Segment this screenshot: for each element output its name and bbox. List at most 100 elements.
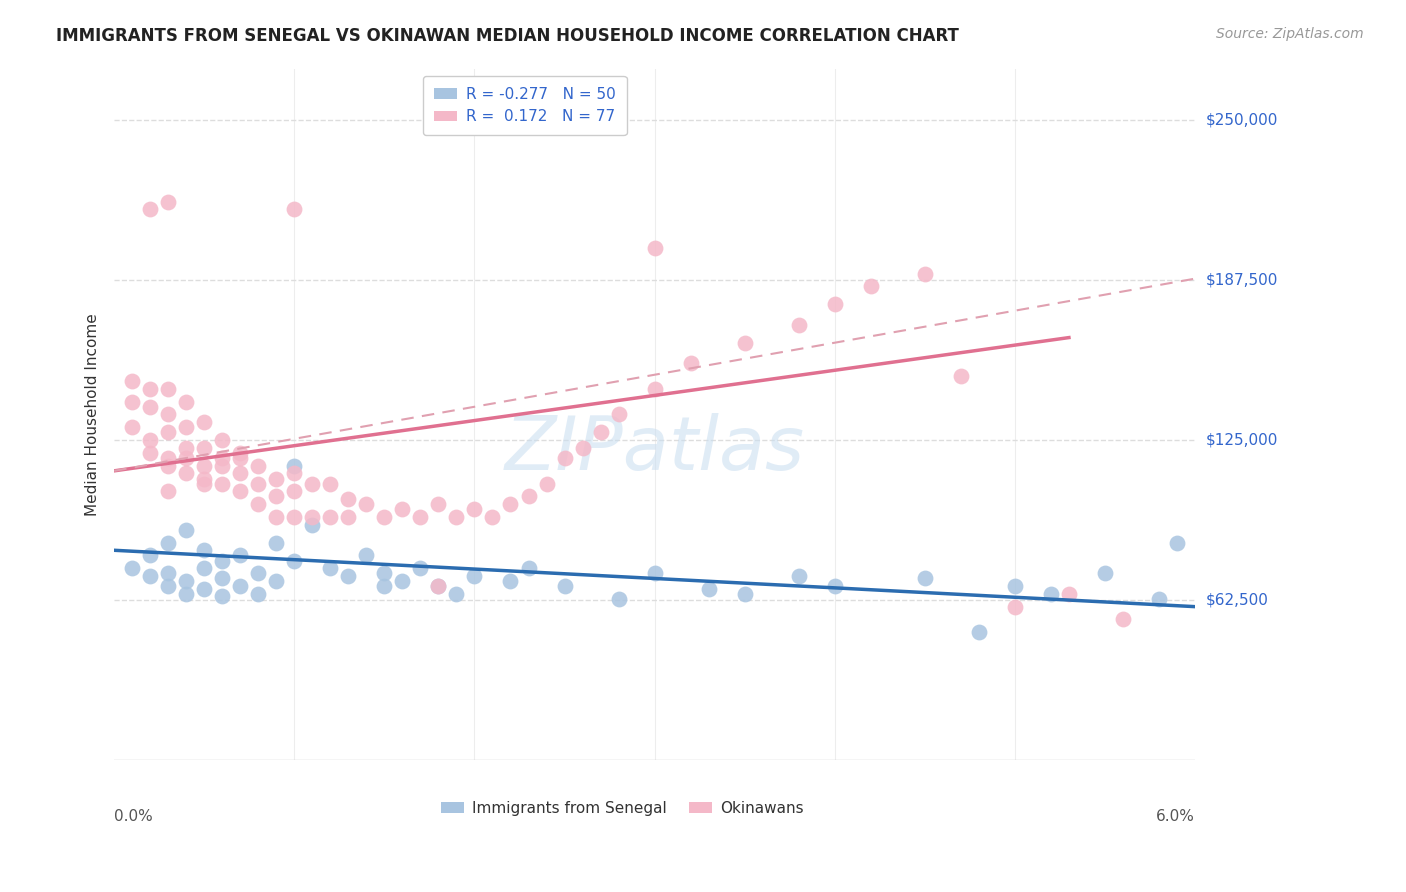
Point xyxy=(121,561,143,575)
Point xyxy=(139,446,162,460)
Point xyxy=(139,549,162,563)
Point xyxy=(499,497,522,511)
Text: IMMIGRANTS FROM SENEGAL VS OKINAWAN MEDIAN HOUSEHOLD INCOME CORRELATION CHART: IMMIGRANTS FROM SENEGAL VS OKINAWAN MEDI… xyxy=(56,27,959,45)
Point xyxy=(373,579,395,593)
Point xyxy=(356,497,378,511)
Point xyxy=(446,587,468,601)
Point xyxy=(734,587,756,601)
Point xyxy=(283,553,305,567)
Point xyxy=(193,582,215,596)
Text: 0.0%: 0.0% xyxy=(114,809,153,824)
Point xyxy=(967,625,990,640)
Point xyxy=(787,318,810,332)
Point xyxy=(211,476,233,491)
Point xyxy=(679,356,702,370)
Point xyxy=(373,510,395,524)
Text: $187,500: $187,500 xyxy=(1206,272,1278,287)
Point xyxy=(157,579,180,593)
Point xyxy=(589,425,612,440)
Point xyxy=(229,579,252,593)
Point xyxy=(193,471,215,485)
Point xyxy=(247,497,270,511)
Point xyxy=(337,491,360,506)
Point xyxy=(157,194,180,209)
Point xyxy=(266,510,288,524)
Point xyxy=(211,458,233,473)
Point xyxy=(644,382,666,396)
Point xyxy=(391,502,413,516)
Point xyxy=(174,574,197,588)
Point xyxy=(139,202,162,217)
Point xyxy=(121,374,143,388)
Point xyxy=(229,549,252,563)
Point xyxy=(247,476,270,491)
Point xyxy=(211,572,233,586)
Point xyxy=(481,510,503,524)
Point xyxy=(859,279,882,293)
Point xyxy=(409,561,432,575)
Point xyxy=(139,569,162,583)
Point xyxy=(536,476,558,491)
Point xyxy=(211,450,233,465)
Point xyxy=(824,297,846,311)
Text: 6.0%: 6.0% xyxy=(1156,809,1195,824)
Point xyxy=(283,467,305,481)
Point xyxy=(247,587,270,601)
Point xyxy=(463,569,485,583)
Point xyxy=(157,535,180,549)
Point xyxy=(1039,587,1062,601)
Point xyxy=(373,566,395,581)
Point xyxy=(193,458,215,473)
Point xyxy=(266,490,288,504)
Point xyxy=(1057,587,1080,601)
Point xyxy=(517,490,540,504)
Point xyxy=(427,579,450,593)
Point xyxy=(174,587,197,601)
Point xyxy=(266,574,288,588)
Point xyxy=(157,458,180,473)
Point xyxy=(157,408,180,422)
Point xyxy=(157,450,180,465)
Point xyxy=(266,535,288,549)
Point xyxy=(139,433,162,447)
Point xyxy=(283,510,305,524)
Point xyxy=(193,415,215,429)
Point xyxy=(499,574,522,588)
Point xyxy=(174,441,197,455)
Point xyxy=(554,450,576,465)
Point xyxy=(1004,579,1026,593)
Text: $250,000: $250,000 xyxy=(1206,112,1278,128)
Point xyxy=(337,569,360,583)
Point xyxy=(157,425,180,440)
Point xyxy=(697,582,720,596)
Point xyxy=(571,441,593,455)
Point xyxy=(427,579,450,593)
Text: Source: ZipAtlas.com: Source: ZipAtlas.com xyxy=(1216,27,1364,41)
Point xyxy=(266,471,288,485)
Point xyxy=(644,566,666,581)
Y-axis label: Median Household Income: Median Household Income xyxy=(86,313,100,516)
Point xyxy=(157,566,180,581)
Point xyxy=(121,394,143,409)
Point xyxy=(1004,599,1026,614)
Point xyxy=(139,400,162,414)
Point xyxy=(1094,566,1116,581)
Point xyxy=(174,467,197,481)
Point xyxy=(391,574,413,588)
Point xyxy=(319,476,342,491)
Point xyxy=(427,497,450,511)
Point xyxy=(301,510,323,524)
Point xyxy=(174,420,197,434)
Text: $125,000: $125,000 xyxy=(1206,433,1278,448)
Point xyxy=(949,369,972,384)
Point xyxy=(229,467,252,481)
Point xyxy=(247,566,270,581)
Point xyxy=(914,267,936,281)
Point xyxy=(157,382,180,396)
Point xyxy=(229,450,252,465)
Point xyxy=(446,510,468,524)
Point xyxy=(283,484,305,499)
Point xyxy=(174,523,197,537)
Point xyxy=(193,561,215,575)
Point xyxy=(607,591,630,606)
